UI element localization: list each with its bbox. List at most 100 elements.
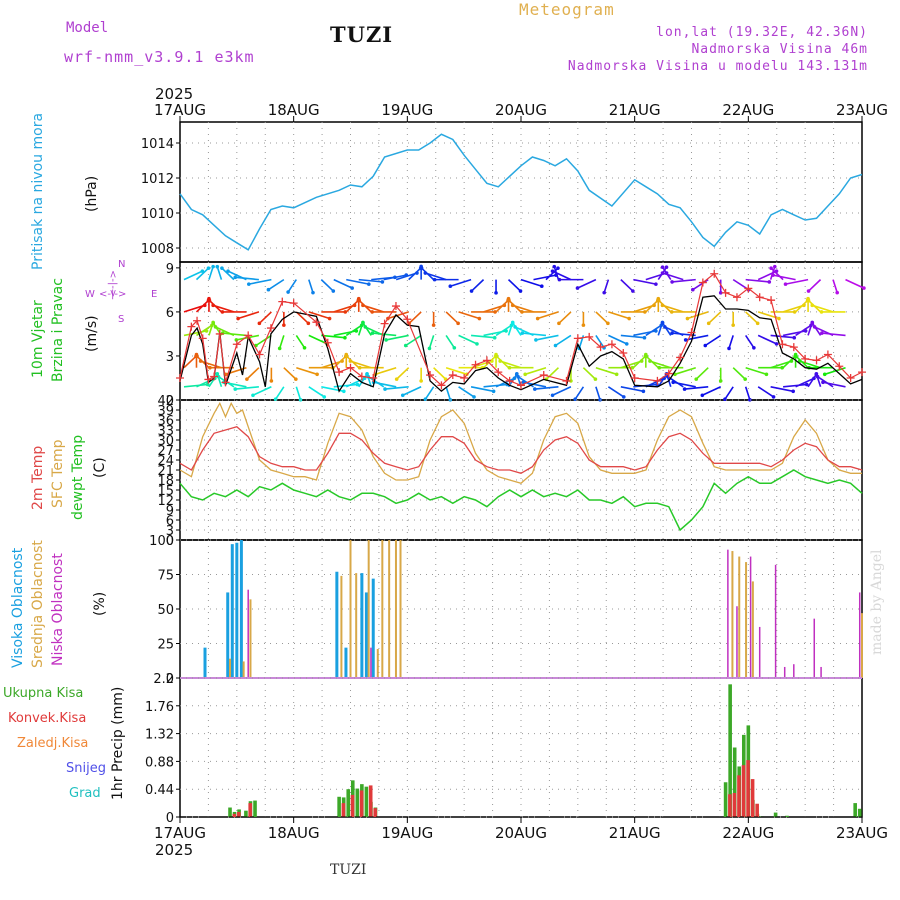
wind-vector	[267, 278, 285, 291]
wind-vector-head	[718, 379, 723, 383]
wind-vector	[483, 355, 497, 369]
top-date-tick: 21AUG	[609, 101, 661, 119]
wind-vector	[212, 304, 235, 313]
wind-gust-marker	[630, 373, 639, 382]
wind-vector-head	[247, 282, 251, 286]
wind-vector-head	[819, 310, 824, 314]
convective-precip-bar	[741, 765, 746, 817]
wind-vector-head	[791, 389, 795, 394]
panel-3-ytick: 3	[166, 524, 174, 539]
wind-gust-marker	[812, 356, 821, 365]
wind-vector-head	[774, 342, 779, 346]
panel-3-ytick: 0	[166, 534, 174, 549]
wind-speed-line	[179, 295, 863, 393]
wind-vector	[795, 299, 809, 313]
bottom-date-tick: 19AUG	[381, 824, 433, 842]
legend-convective-precip: Konvek.Kisa	[8, 711, 87, 726]
panel-1-ytick: 1012	[141, 172, 174, 187]
total-precip-bar	[346, 789, 351, 817]
wind-vector	[183, 355, 197, 369]
wind-vector	[445, 386, 452, 401]
wind-vector	[817, 376, 834, 388]
top-date-tick: 17AUG	[154, 101, 206, 119]
mid-cloud-bar	[249, 599, 252, 678]
wind-vector	[522, 332, 547, 337]
total-precip-bar	[728, 684, 732, 817]
high-cloud-bar	[344, 647, 348, 678]
temp-2m-line	[179, 425, 863, 475]
wind-vector	[799, 360, 821, 369]
wind-vector	[499, 360, 522, 369]
wind-vector	[295, 334, 306, 349]
wind-vector-head	[557, 321, 561, 326]
high-cloud-bar	[230, 544, 234, 678]
wind-vector-head	[660, 265, 665, 270]
wind-gust-marker	[210, 372, 219, 381]
wind-vector	[237, 311, 260, 320]
wind-vector	[595, 334, 605, 349]
wind-gust-marker	[789, 343, 798, 352]
wind-vector	[235, 385, 259, 390]
convective-precip-bar	[755, 803, 759, 817]
wind-gust-marker	[653, 376, 662, 385]
top-year-label: 2025	[155, 85, 193, 103]
wind-vector-head	[743, 377, 747, 381]
wind-vector-head	[507, 365, 512, 370]
wind-vector	[620, 334, 645, 339]
panel-3-ytick: 36	[157, 414, 174, 429]
wind-vector-head	[656, 298, 661, 303]
wind-gust-marker	[335, 368, 344, 377]
wind-vector	[333, 278, 353, 289]
panel-1-ytick: 1008	[141, 242, 174, 257]
low-cloud-bar	[774, 564, 777, 678]
wind-vector-head	[814, 371, 819, 376]
wind-vector	[470, 386, 494, 393]
wind-vector	[252, 386, 272, 396]
wind-vector-head	[755, 321, 760, 326]
wind-vector-head	[236, 316, 240, 321]
wind-vector-head	[642, 335, 647, 340]
legend-hail: Grad	[69, 786, 101, 801]
wind-vector	[662, 304, 684, 313]
top-date-tick: 23AUG	[836, 101, 888, 119]
wind-vector	[595, 366, 617, 376]
convective-precip-bar	[368, 785, 373, 817]
wind-vector-head	[771, 395, 776, 399]
wind-gust-marker	[482, 356, 491, 365]
wind-vector-head	[682, 387, 687, 391]
mid-cloud-bar	[388, 540, 391, 678]
wind-vector	[537, 311, 559, 320]
wind-vector	[433, 367, 447, 380]
wind-vector	[445, 311, 459, 324]
compass-north: N	[118, 259, 126, 270]
wind-vector-head	[383, 387, 387, 391]
wind-vector-head	[472, 395, 476, 399]
wind-gust-marker	[801, 354, 810, 363]
wind-vector-head	[627, 316, 631, 321]
wind-vector-head	[557, 277, 562, 282]
wind-vector	[552, 270, 572, 281]
wind-vector	[255, 334, 272, 347]
panel-3-ytick: 6	[166, 514, 174, 529]
wind-vector	[757, 386, 775, 398]
low-cloud-bar	[727, 549, 729, 678]
wind-vector	[577, 278, 597, 289]
wind-vector-head	[251, 393, 255, 398]
panel-2-ytick: 6	[166, 306, 174, 321]
convective-precip-bar	[373, 808, 378, 817]
wind-vector-head	[694, 377, 699, 381]
wind-vector	[672, 278, 696, 283]
wind-vector-head	[772, 264, 777, 269]
panel-5-ytick: 0	[166, 811, 174, 826]
wind-vector-head	[614, 372, 619, 377]
wind-vector	[745, 311, 759, 324]
wind-vector-head	[245, 377, 249, 381]
wind-gust-marker	[858, 368, 866, 377]
wind-vector	[295, 311, 309, 324]
total-precip-bar	[773, 812, 778, 817]
wind-vector-head	[550, 393, 555, 398]
wind-vector	[673, 381, 696, 388]
mid-cloud-bar	[399, 540, 402, 678]
wind-vector	[770, 267, 784, 281]
wind-vector-head	[631, 289, 635, 293]
